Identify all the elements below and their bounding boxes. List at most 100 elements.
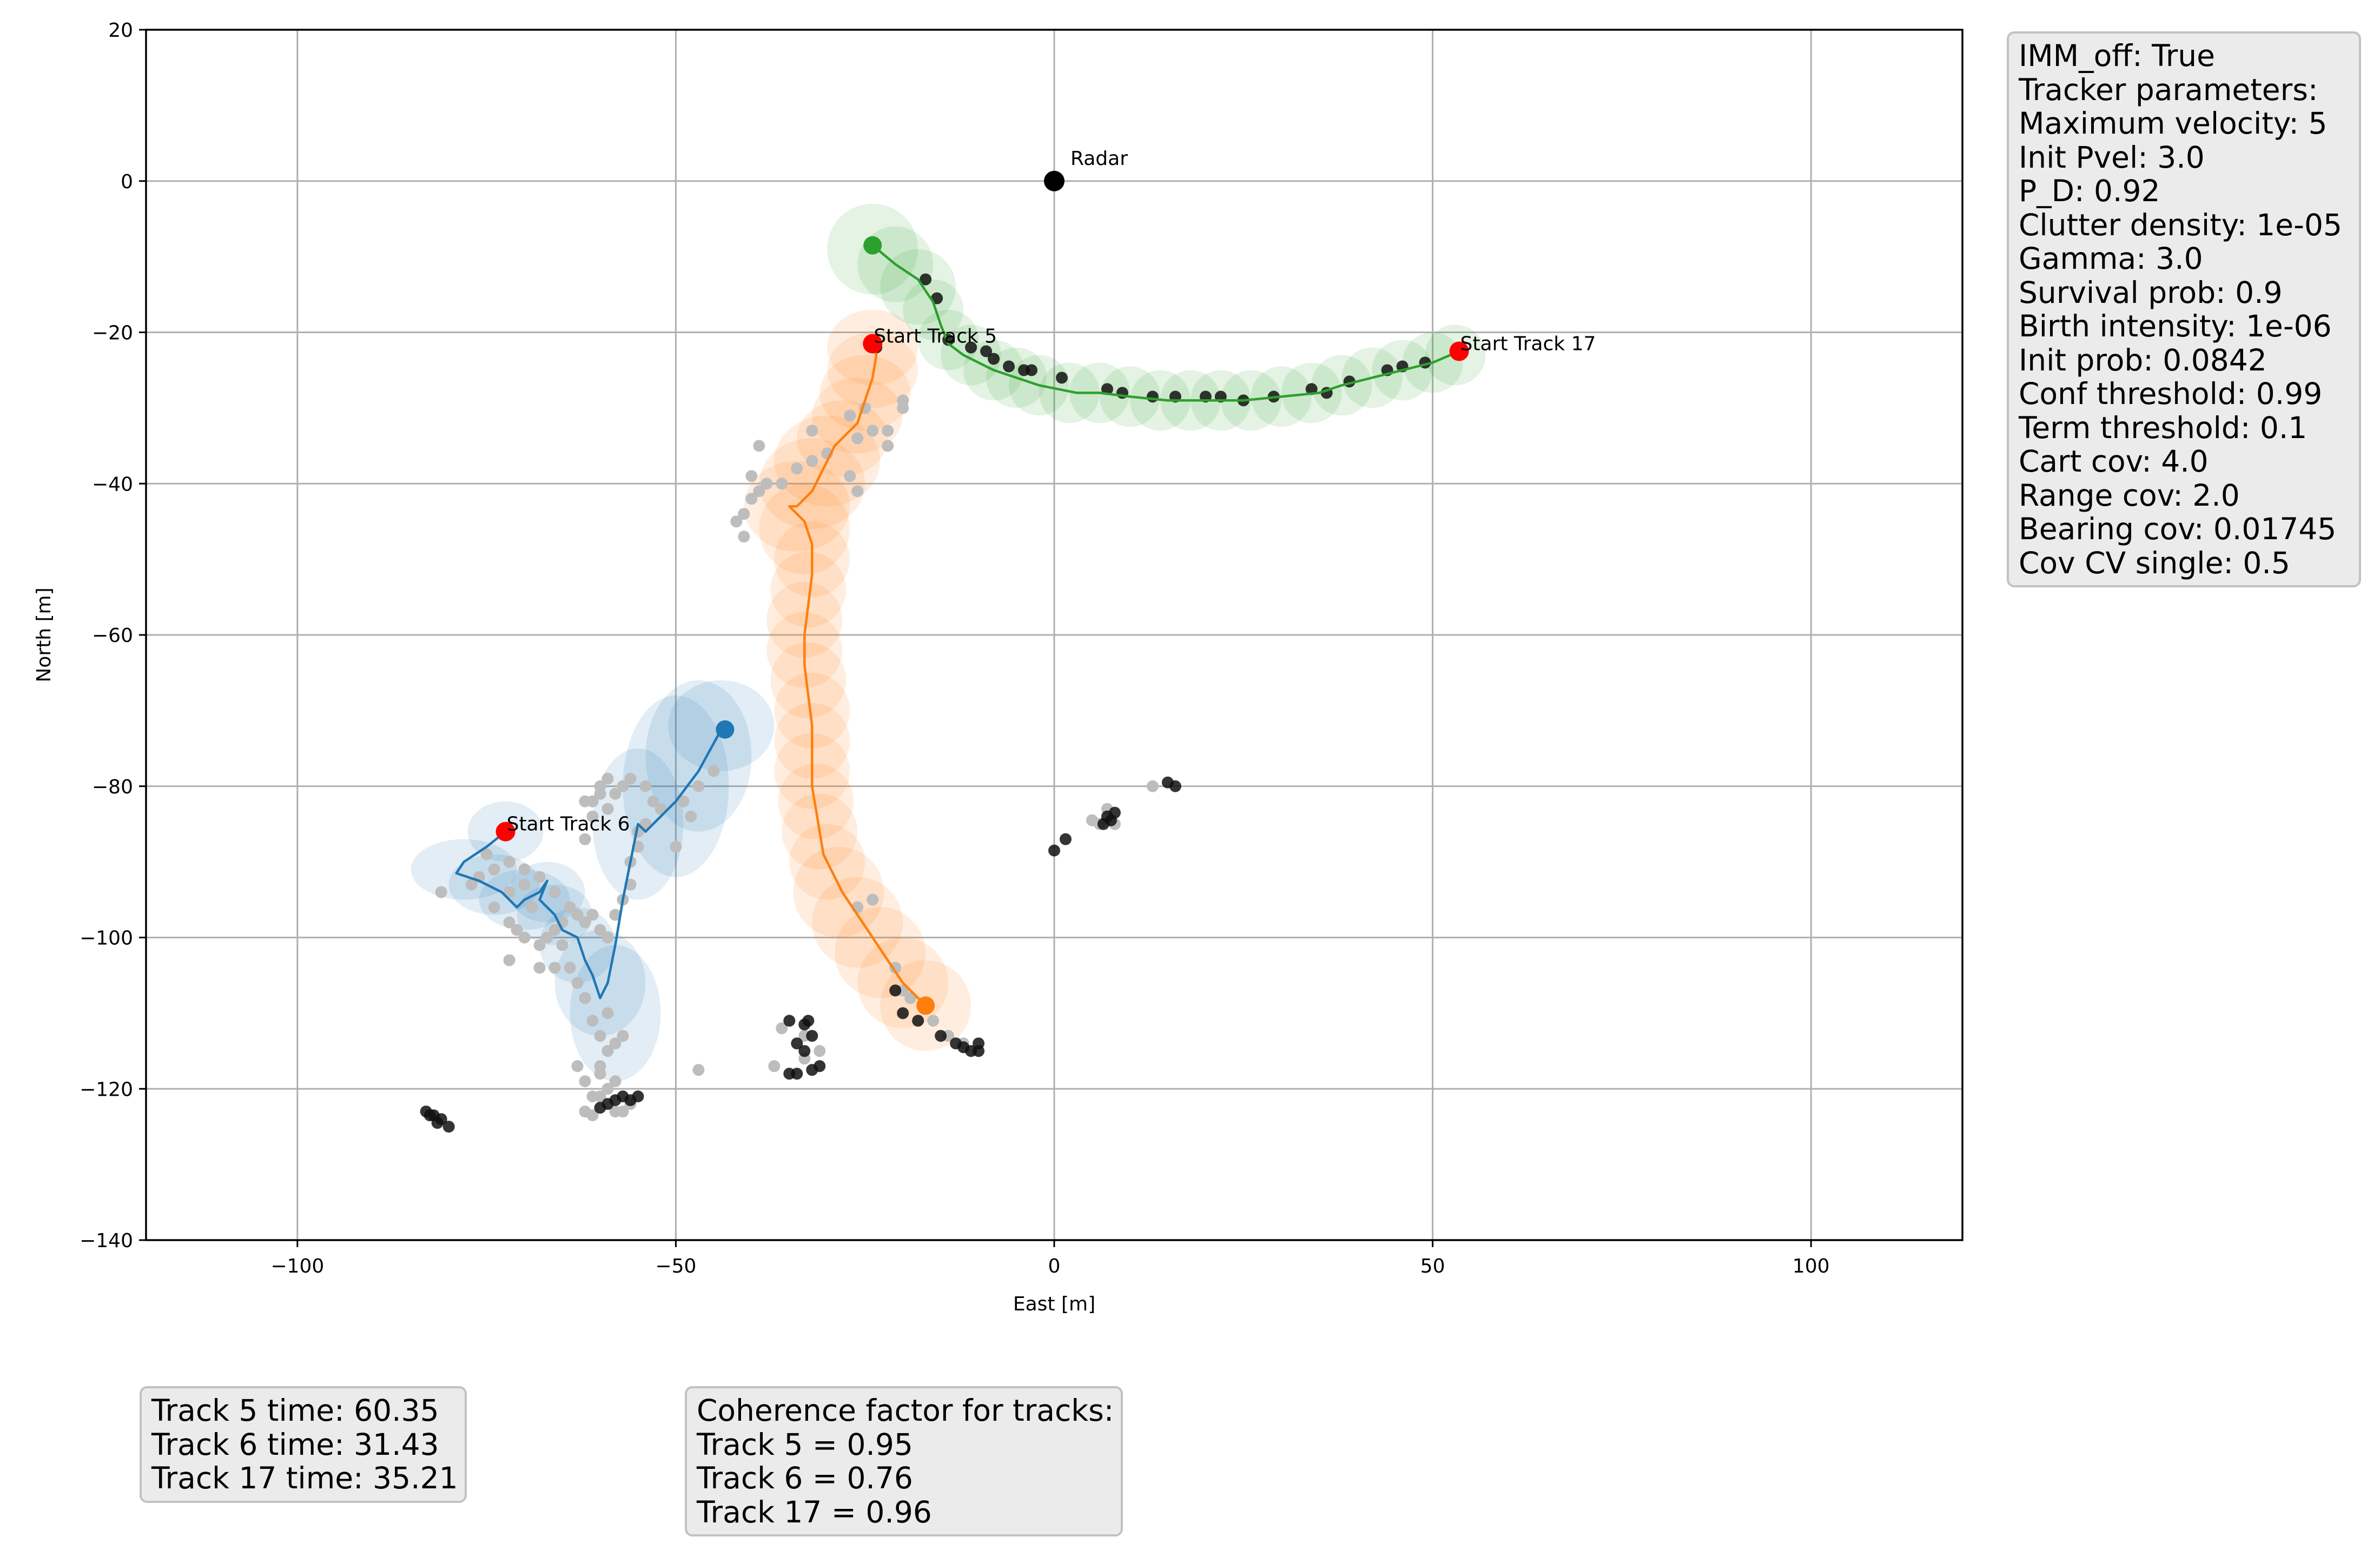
measurement-gray: [579, 1075, 591, 1088]
measurement-gray: [533, 962, 546, 974]
measurement-gray: [867, 425, 879, 437]
measurement-gray: [435, 886, 447, 898]
measurement-black: [935, 1030, 947, 1042]
measurement-gray: [609, 787, 622, 800]
measurement-gray: [897, 394, 909, 407]
measurement-gray: [564, 901, 576, 913]
measurement-gray: [579, 992, 591, 1004]
coherence-line: Track 5 = 0.95: [697, 1427, 913, 1462]
radar-marker: [1044, 170, 1065, 191]
axis-ticks: −100 −50 0 50 100 20 0 −20 −40 −60 −80 −100 −120 −140: [80, 19, 1829, 1277]
measurement-gray: [601, 803, 614, 815]
measurement-black: [783, 1015, 796, 1027]
covariance-ellipse-track-5: [759, 438, 865, 529]
y-tick-label: −80: [92, 776, 133, 798]
measurement-gray: [768, 1060, 781, 1072]
measurement-gray: [586, 909, 599, 921]
measurement-gray: [594, 1060, 606, 1072]
measurement-black: [802, 1015, 815, 1027]
parameter-line: Maximum velocity: 5: [2019, 106, 2328, 141]
parameter-line: Tracker parameters:: [2019, 72, 2318, 107]
measurement-gray: [601, 1083, 614, 1095]
measurement-black: [897, 1007, 909, 1019]
coherence-line: Track 6 = 0.76: [697, 1461, 913, 1495]
measurement-black: [1059, 833, 1072, 845]
track-path-17: [871, 244, 1460, 402]
measurement-gray: [571, 1060, 584, 1072]
measurement-gray: [503, 856, 515, 868]
measurement-black: [1105, 814, 1117, 826]
x-tick-label: −100: [270, 1255, 324, 1277]
measurement-gray: [1146, 780, 1159, 792]
measurement-gray: [745, 470, 758, 482]
measurement-gray: [465, 878, 478, 891]
measurement-black: [988, 353, 1000, 365]
covariance-ellipse-track-5: [827, 332, 918, 408]
track-paths: [455, 244, 1460, 1006]
measurement-gray: [579, 795, 591, 807]
measurement-gray: [708, 765, 720, 777]
measurement-gray: [548, 886, 561, 898]
measurement-black: [431, 1117, 444, 1129]
coherence-line: Track 17 = 0.96: [697, 1494, 932, 1529]
covariance-ellipse-track-17: [941, 324, 1002, 386]
covariance-ellipse-track-6: [554, 930, 646, 1036]
measurement-gray: [609, 909, 622, 921]
covariance-ellipse-track-6: [623, 695, 729, 877]
measurement-black: [912, 1015, 924, 1027]
y-tick-label: −40: [92, 473, 133, 495]
measurement-gray: [753, 440, 765, 452]
parameter-line: Conf threshold: 0.99: [2019, 376, 2323, 411]
covariance-ellipses: [411, 203, 1486, 1082]
y-tick-label: −120: [80, 1078, 133, 1101]
parameter-line: Survival prob: 0.9: [2019, 275, 2283, 310]
y-tick-label: −100: [80, 928, 133, 950]
parameter-line: P_D: 0.92: [2019, 174, 2160, 208]
start-label-track-6: Start Track 6: [507, 813, 630, 836]
measurement-black: [1055, 372, 1068, 384]
covariance-ellipse-track-5: [774, 672, 850, 748]
measurement-gray: [609, 1075, 622, 1088]
measurement-gray: [844, 470, 856, 482]
measurement-gray: [488, 863, 500, 876]
y-tick-label: 20: [108, 19, 133, 42]
track-markers: Start Track 5 Start Track 6 Start Track 17…: [495, 148, 1596, 1015]
measurement-gray: [579, 916, 591, 929]
covariance-ellipse-track-6: [570, 945, 661, 1082]
y-tick-label: −60: [92, 625, 133, 647]
covariance-ellipse-track-5: [793, 846, 884, 938]
parameter-line: Bearing cov: 0.01745: [2019, 512, 2337, 546]
measurement-gray: [601, 931, 614, 944]
measurement-gray: [685, 810, 697, 823]
track-start-marker-6: [495, 822, 515, 842]
measurement-gray: [518, 878, 531, 891]
measurement-gray: [761, 478, 773, 490]
measurement-black: [889, 984, 902, 997]
measurement-gray: [511, 924, 523, 936]
track-time-box: Track 5 time: 60.35 Track 6 time: 31.43 Tr…: [140, 1386, 467, 1503]
measurement-black: [1305, 383, 1318, 395]
parameter-line: Cart cov: 4.0: [2019, 444, 2209, 479]
measurement-gray: [586, 810, 599, 823]
covariance-ellipse-track-5: [759, 483, 850, 575]
measurement-black: [957, 1041, 970, 1054]
measurement-gray: [503, 916, 515, 929]
measurement-gray: [882, 425, 894, 437]
x-tick-label: −50: [655, 1255, 696, 1277]
measurement-black: [632, 1090, 644, 1103]
measurement-gray: [480, 848, 493, 860]
measurement-gray: [594, 780, 606, 792]
measurement-gray: [639, 780, 652, 792]
measurement-black: [1169, 780, 1181, 792]
y-tick-label: −20: [92, 322, 133, 345]
measurement-gray: [579, 833, 591, 845]
measurement-gray: [776, 1022, 788, 1035]
tracker-parameters-box: IMM_off: True Tracker parameters: Maximum …: [2007, 31, 2361, 587]
measurement-gray: [548, 962, 561, 974]
measurement-gray: [851, 432, 864, 445]
measurement-black: [791, 1037, 803, 1050]
track-end-marker-5: [916, 996, 935, 1015]
measurement-gray: [533, 939, 546, 951]
measurement-gray: [518, 931, 531, 944]
track-time-line: Track 17 time: 35.21: [151, 1461, 458, 1495]
